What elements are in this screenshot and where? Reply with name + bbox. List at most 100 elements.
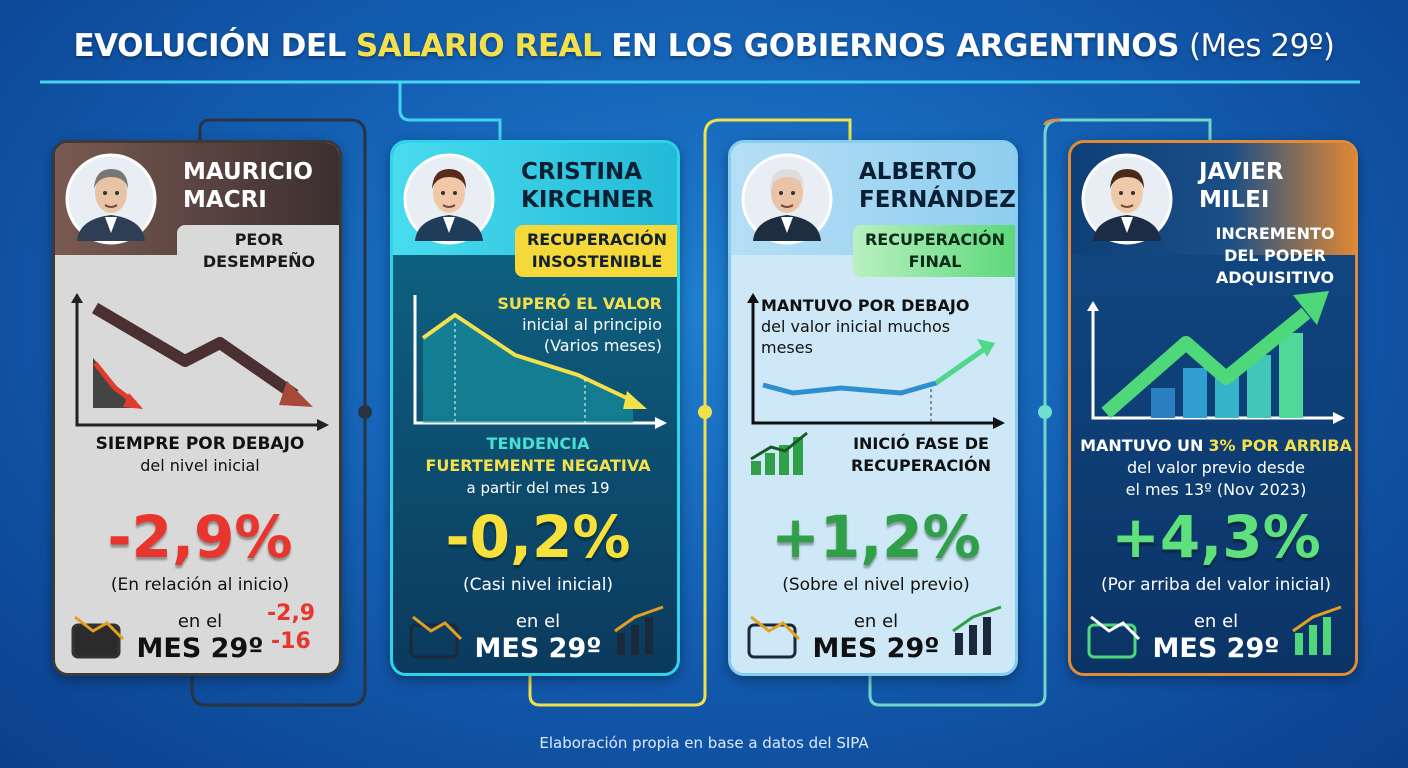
tag-line: ADQUISITIVO: [1215, 268, 1335, 287]
icon-shape: [765, 453, 775, 475]
corner-icon: [743, 603, 803, 663]
summary-line: TENDENCIA: [486, 434, 590, 453]
icon-shape: [75, 295, 323, 427]
icon-shape: [1279, 333, 1303, 418]
card: CRISTINA KIRCHNER RECUPERACIÓN INSOSTENIBLE…: [390, 140, 680, 676]
icon-shape: [74, 615, 125, 641]
icon-shape: [952, 605, 1002, 655]
portrait: [65, 153, 157, 245]
icon-shape: [781, 217, 793, 233]
corner-icon: [1287, 603, 1347, 663]
value-note: (En relación al inicio): [110, 575, 290, 595]
icon-shape: [1120, 204, 1134, 208]
value-note: (Sobre el nivel previo): [782, 575, 970, 595]
summary-line: MANTUVO UN 3% POR ARRIBA: [1071, 435, 1355, 457]
name-line: JAVIER: [1199, 159, 1284, 185]
node: [1038, 405, 1052, 419]
title-suffix: (Mes 29º): [1188, 28, 1335, 64]
chart-illustration: [1071, 143, 1355, 673]
tag-line: PEOR: [234, 230, 284, 249]
period-prefix: en el: [1193, 611, 1239, 632]
name-line: MAURICIO: [183, 159, 313, 185]
icon-shape: [453, 191, 457, 195]
icon-shape: [645, 617, 653, 655]
chart-illustration: [55, 143, 339, 673]
icon-shape: [993, 417, 1005, 429]
chart-note-line: meses: [761, 338, 813, 357]
card: MAURICIO MACRI PEOR DESEMPEÑO SIEMPRE POR DE…: [52, 140, 342, 676]
tag-line: RECUPERACIÓN: [526, 230, 668, 249]
icon-shape: [750, 615, 801, 641]
tag: INCREMENTO DEL PODER ADQUISITIVO: [1193, 219, 1355, 293]
tag: RECUPERACIÓN FINAL: [853, 225, 1015, 277]
summary-line: a partir del mes 19: [466, 479, 610, 497]
icon-shape: [104, 204, 118, 208]
icon-shape: [747, 623, 797, 659]
tag-line: DEL PODER: [1224, 246, 1326, 265]
icon-shape: [751, 295, 999, 425]
icon-shape: [791, 191, 795, 195]
icon-shape: [123, 393, 143, 409]
icon-shape: [969, 625, 977, 655]
icon-shape: [71, 293, 329, 431]
title-text: EVOLUCIÓN DEL: [73, 28, 346, 64]
icon-shape: [403, 153, 495, 245]
icon-shape: [1110, 169, 1144, 189]
value: -0,2%: [445, 503, 631, 571]
tag-line: INSOSTENIBLE: [531, 252, 663, 271]
title-text: EN LOS GOBIERNOS ARGENTINOS: [611, 28, 1179, 64]
icon-shape: [1087, 301, 1099, 311]
summary-text: MANTUVO UN: [1080, 436, 1204, 455]
icon-shape: [71, 293, 83, 303]
period: MES 29º: [136, 633, 264, 664]
tag: RECUPERACIÓN INSOSTENIBLE: [515, 225, 677, 277]
icon-shape: [1293, 291, 1329, 325]
summary: MANTUVO UN 3% POR ARRIBA del valor previo …: [1071, 435, 1355, 501]
icon-shape: [409, 623, 459, 659]
value: +1,2%: [771, 503, 981, 571]
icon-shape: [1119, 191, 1123, 195]
icon-shape: [614, 605, 664, 655]
icon-shape: [423, 315, 633, 423]
title-highlight: SALARIO REAL: [355, 28, 602, 64]
portrait: [1081, 153, 1173, 245]
icon-shape: [779, 191, 783, 195]
corner-icon: [609, 603, 669, 663]
icon-shape: [317, 419, 329, 431]
summary-line: del nivel inicial: [140, 456, 260, 475]
icon-shape: [1121, 217, 1133, 233]
corner-icon: [405, 603, 465, 663]
chart-note-line: MANTUVO POR DEBAJO: [761, 296, 970, 315]
name-line: KIRCHNER: [521, 187, 654, 213]
period: MES 29º: [474, 633, 602, 664]
period-prefix: en el: [853, 611, 899, 632]
chart-illustration: [731, 143, 1015, 673]
period-prefix: en el: [515, 611, 561, 632]
corner-icon: [1083, 603, 1143, 663]
tag: PEOR DESEMPEÑO: [177, 225, 339, 277]
name-line: MACRI: [183, 187, 267, 213]
icon-label: -2,9: [267, 601, 316, 626]
icon-shape: [1292, 605, 1342, 633]
icon-shape: [631, 625, 639, 655]
icon-shape: [741, 153, 833, 245]
icon-shape: [1087, 623, 1137, 659]
icon-shape: [413, 295, 667, 429]
icon-shape: [955, 633, 963, 655]
name-line: ALBERTO: [859, 159, 977, 185]
node: [358, 405, 372, 419]
name-line: MILEI: [1199, 187, 1270, 213]
icon-shape: [1087, 615, 1141, 659]
icon-shape: [617, 633, 625, 655]
icon-shape: [421, 312, 634, 403]
card: ALBERTO FERNÁNDEZ RECUPERACIÓN FINAL MANTUVO…: [728, 140, 1018, 676]
icon-shape: [442, 204, 456, 208]
icon-shape: [71, 615, 125, 659]
icon-shape: [65, 153, 157, 245]
icon-shape: [751, 461, 761, 475]
icon-shape: [934, 345, 988, 386]
chart-note-line: inicial al principio: [522, 315, 662, 334]
icon-shape: [1087, 291, 1345, 424]
icon-shape: [977, 339, 995, 357]
